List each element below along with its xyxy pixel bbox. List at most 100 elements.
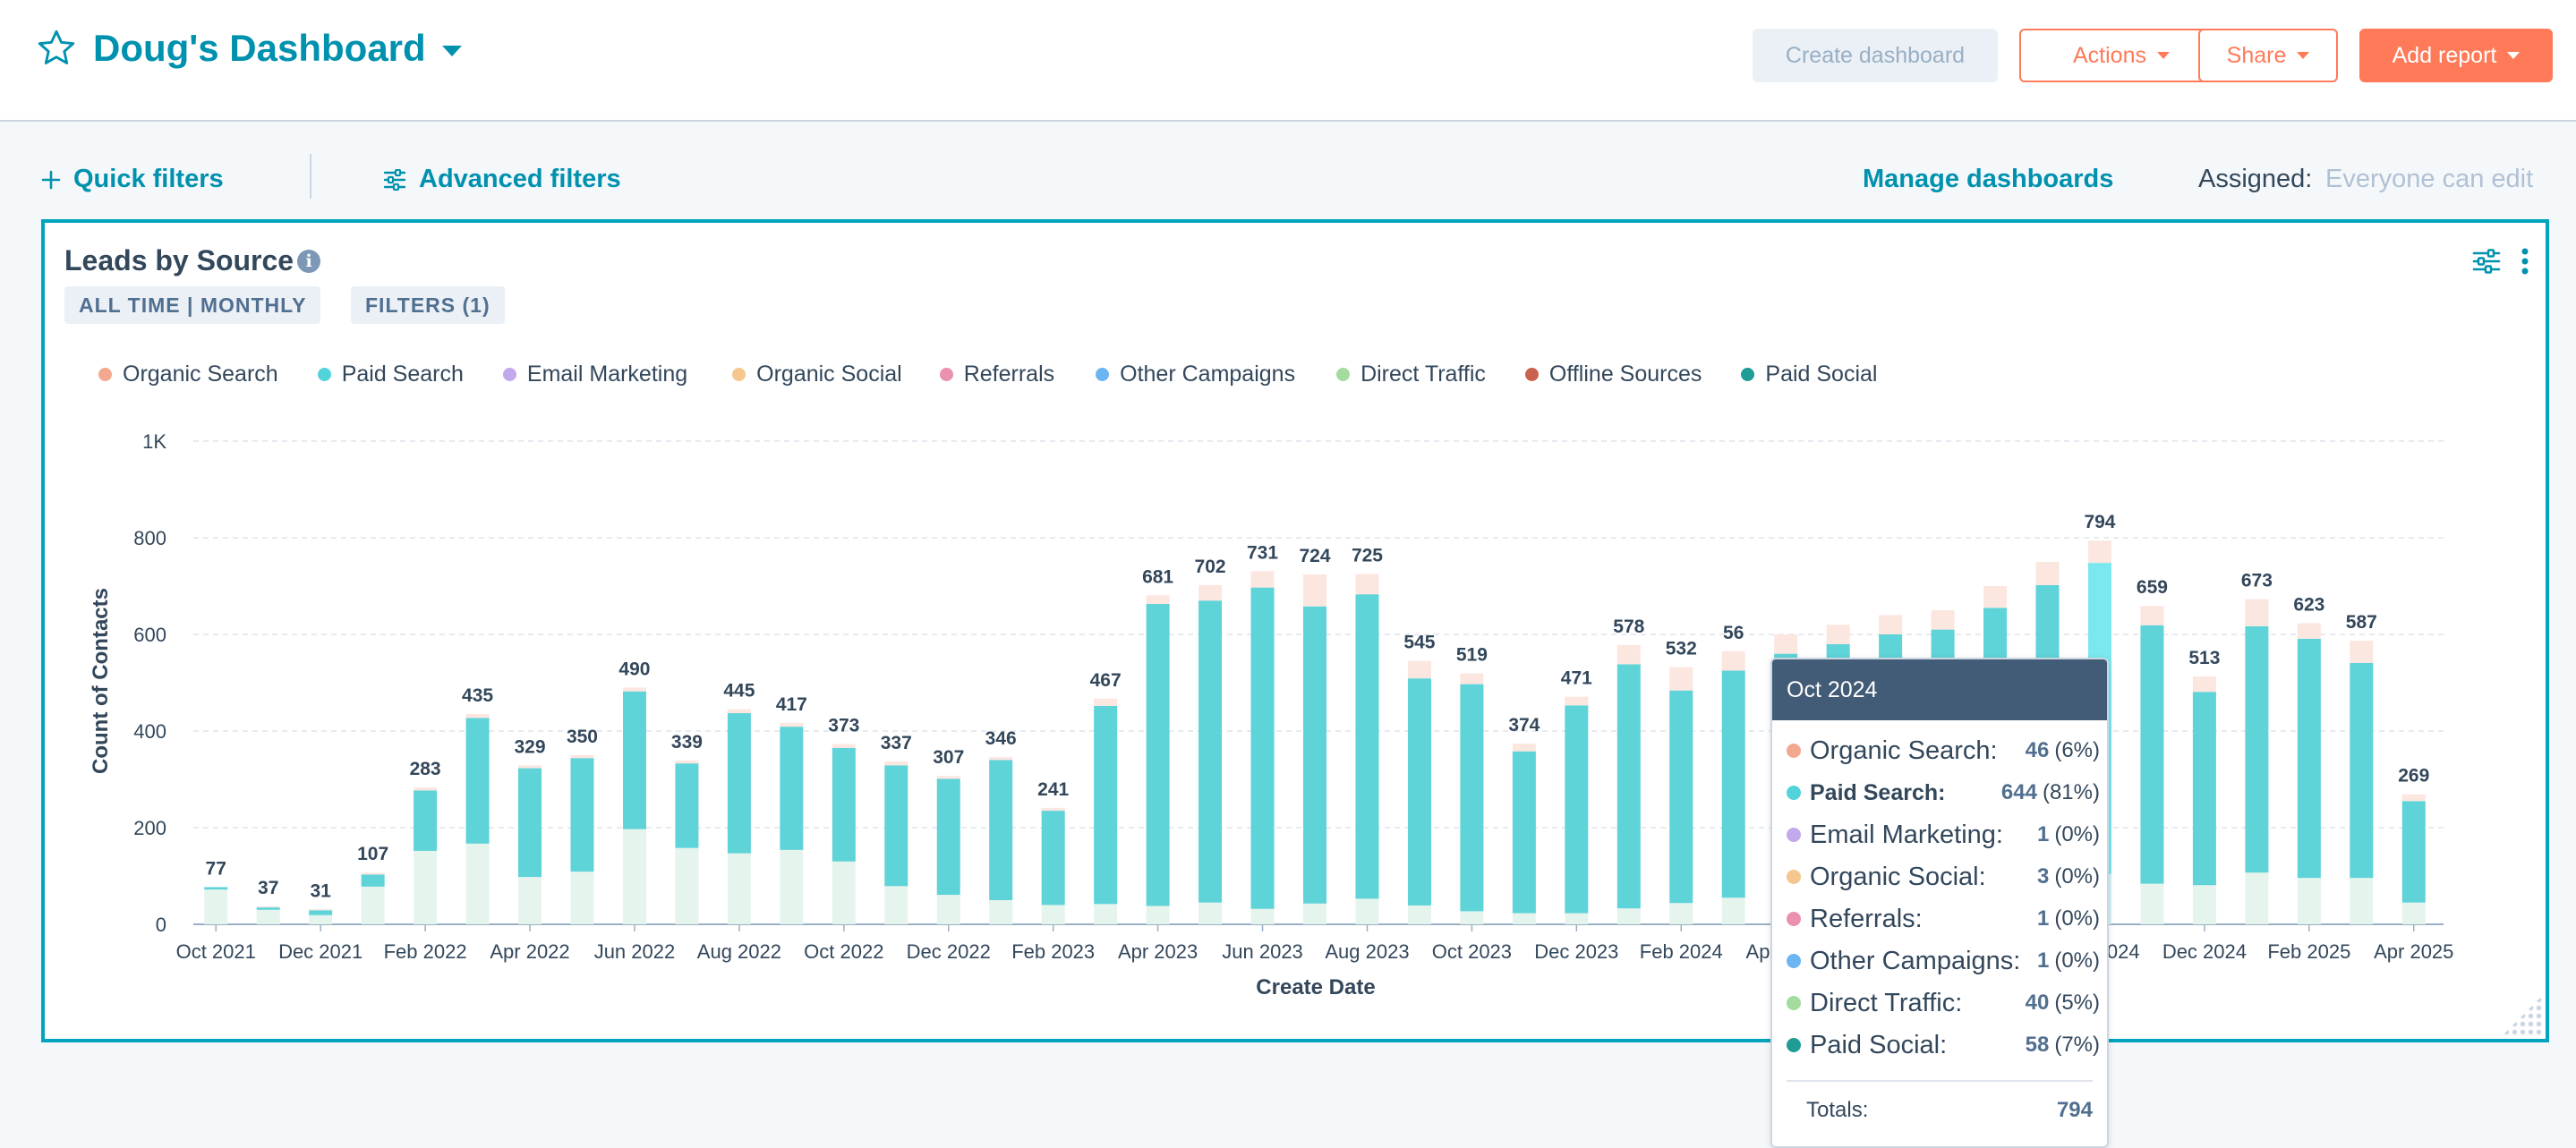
legend-item[interactable]: Direct Traffic — [1336, 361, 1486, 387]
legend-item[interactable]: Other Campaigns — [1096, 361, 1295, 387]
filters-tag[interactable]: FILTERS (1) — [351, 286, 505, 324]
bar-organic-search-segment — [2401, 794, 2426, 802]
tooltip-total-row: Totals: 794 — [1806, 1098, 2093, 1123]
bar-paid-search-segment — [832, 747, 856, 862]
x-axis-title: Create Date — [1256, 975, 1375, 999]
bar-group[interactable] — [256, 906, 280, 924]
bar-group[interactable] — [2140, 606, 2164, 924]
info-icon[interactable]: i — [297, 249, 321, 273]
share-button[interactable]: Share — [2198, 29, 2338, 82]
bar-group[interactable] — [204, 887, 228, 924]
bar-group[interactable] — [936, 776, 960, 924]
advanced-filters-button[interactable]: Advanced filters — [383, 165, 621, 194]
bar-other-segment — [1669, 903, 1693, 924]
dashboard-title[interactable]: Doug's Dashboard — [93, 27, 426, 69]
bar-data-label: 77 — [206, 858, 226, 879]
bar-paid-search-segment — [204, 887, 228, 890]
create-dashboard-button[interactable]: Create dashboard — [1753, 29, 1998, 82]
bar-group[interactable] — [2297, 623, 2321, 924]
legend-item[interactable]: Paid Search — [317, 361, 464, 387]
bar-group[interactable] — [1198, 584, 1223, 924]
legend-item[interactable]: Offline Sources — [1524, 361, 1702, 387]
bar-other-segment — [1094, 904, 1118, 924]
bar-group[interactable] — [1303, 574, 1326, 924]
bar-organic-search-segment — [2140, 606, 2164, 625]
y-tick-label: 0 — [156, 914, 166, 936]
legend-item[interactable]: Organic Search — [98, 361, 278, 387]
bar-paid-search-segment — [1616, 664, 1641, 909]
bar-group[interactable] — [884, 761, 908, 924]
bar-organic-search-segment — [1250, 571, 1275, 588]
legend-item[interactable]: Organic Social — [732, 361, 902, 387]
bar-group[interactable] — [309, 909, 333, 924]
bar-group[interactable] — [1355, 574, 1379, 925]
bar-paid-search-segment — [465, 718, 490, 844]
tooltip-row-value: 3 — [2036, 864, 2050, 889]
legend-item[interactable]: Paid Social — [1741, 361, 1877, 387]
tooltip-row-label: Referrals: — [1810, 904, 1923, 933]
bar-group[interactable] — [1669, 667, 1693, 924]
bar-group[interactable] — [414, 787, 438, 924]
bar-data-label: 794 — [2084, 512, 2115, 532]
legend-item[interactable]: Email Marketing — [502, 361, 687, 387]
bar-group[interactable] — [832, 744, 856, 924]
bar-group[interactable] — [518, 765, 542, 924]
bar-organic-search-segment — [2192, 676, 2216, 693]
bar-group[interactable] — [2350, 641, 2374, 924]
bar-group[interactable] — [1094, 698, 1118, 924]
chevron-down-icon[interactable] — [441, 46, 462, 56]
actions-button[interactable]: Actions — [2019, 29, 2223, 82]
tooltip-dot — [1787, 912, 1801, 926]
bar-group[interactable] — [465, 714, 490, 924]
bar-paid-search-segment — [1355, 594, 1379, 899]
date-range-tag[interactable]: ALL TIME | MONTHLY — [64, 286, 321, 324]
bar-group[interactable] — [1616, 644, 1641, 924]
report-title[interactable]: Leads by Source — [64, 244, 294, 276]
bar-paid-search-segment — [1721, 670, 1745, 898]
bar-organic-search-segment — [2350, 641, 2374, 663]
bar-group[interactable] — [570, 755, 594, 924]
bar-paid-search-segment — [1565, 705, 1589, 914]
assigned-value[interactable]: Everyone can edit — [2325, 165, 2534, 193]
bar-group[interactable] — [1565, 696, 1589, 924]
manage-dashboards-link[interactable]: Manage dashboards — [1863, 165, 2114, 193]
bar-group[interactable] — [2401, 794, 2426, 924]
bar-group[interactable] — [2192, 676, 2216, 924]
bar-organic-search-segment — [1774, 634, 1798, 654]
bar-group[interactable] — [622, 687, 646, 924]
bar-group[interactable] — [1250, 571, 1275, 924]
bar-group[interactable] — [2245, 599, 2269, 924]
tooltip-row: Organic Social: 3 (0%) — [1787, 859, 2100, 895]
bar-group[interactable] — [1146, 595, 1170, 924]
tooltip-divider — [1787, 1080, 2093, 1082]
add-report-button[interactable]: Add report — [2359, 29, 2553, 82]
y-tick-label: 200 — [133, 817, 166, 839]
bar-group[interactable] — [1460, 673, 1484, 924]
bar-group[interactable] — [1512, 744, 1536, 924]
x-tick-label: Dec 2022 — [907, 940, 991, 963]
quick-filters-button[interactable]: Quick filters — [41, 165, 224, 194]
legend-dot — [939, 368, 953, 381]
bar-group[interactable] — [780, 722, 804, 924]
bar-paid-search-segment — [1669, 690, 1693, 904]
star-icon[interactable] — [36, 28, 77, 69]
bar-organic-search-segment — [570, 755, 594, 759]
legend-item[interactable]: Referrals — [939, 361, 1054, 387]
bar-organic-search-segment — [2297, 623, 2321, 639]
bar-data-label: 307 — [933, 747, 964, 768]
bar-group[interactable] — [1041, 807, 1065, 924]
bar-data-label: 578 — [1613, 617, 1644, 637]
bar-group[interactable] — [675, 760, 699, 924]
bar-organic-search-segment — [1565, 696, 1589, 706]
bar-group[interactable] — [361, 872, 385, 924]
bar-group[interactable] — [1721, 651, 1745, 924]
bar-group[interactable] — [727, 709, 751, 924]
bar-paid-search-segment — [518, 768, 542, 878]
tooltip-row-label: Other Campaigns: — [1810, 946, 2021, 975]
bar-group[interactable] — [989, 757, 1013, 924]
sliders-icon — [383, 168, 406, 191]
sliders-icon[interactable] — [2472, 249, 2501, 274]
bar-group[interactable] — [1407, 660, 1431, 924]
more-vertical-icon[interactable] — [2521, 248, 2529, 275]
bar-data-label: 37 — [258, 878, 278, 898]
